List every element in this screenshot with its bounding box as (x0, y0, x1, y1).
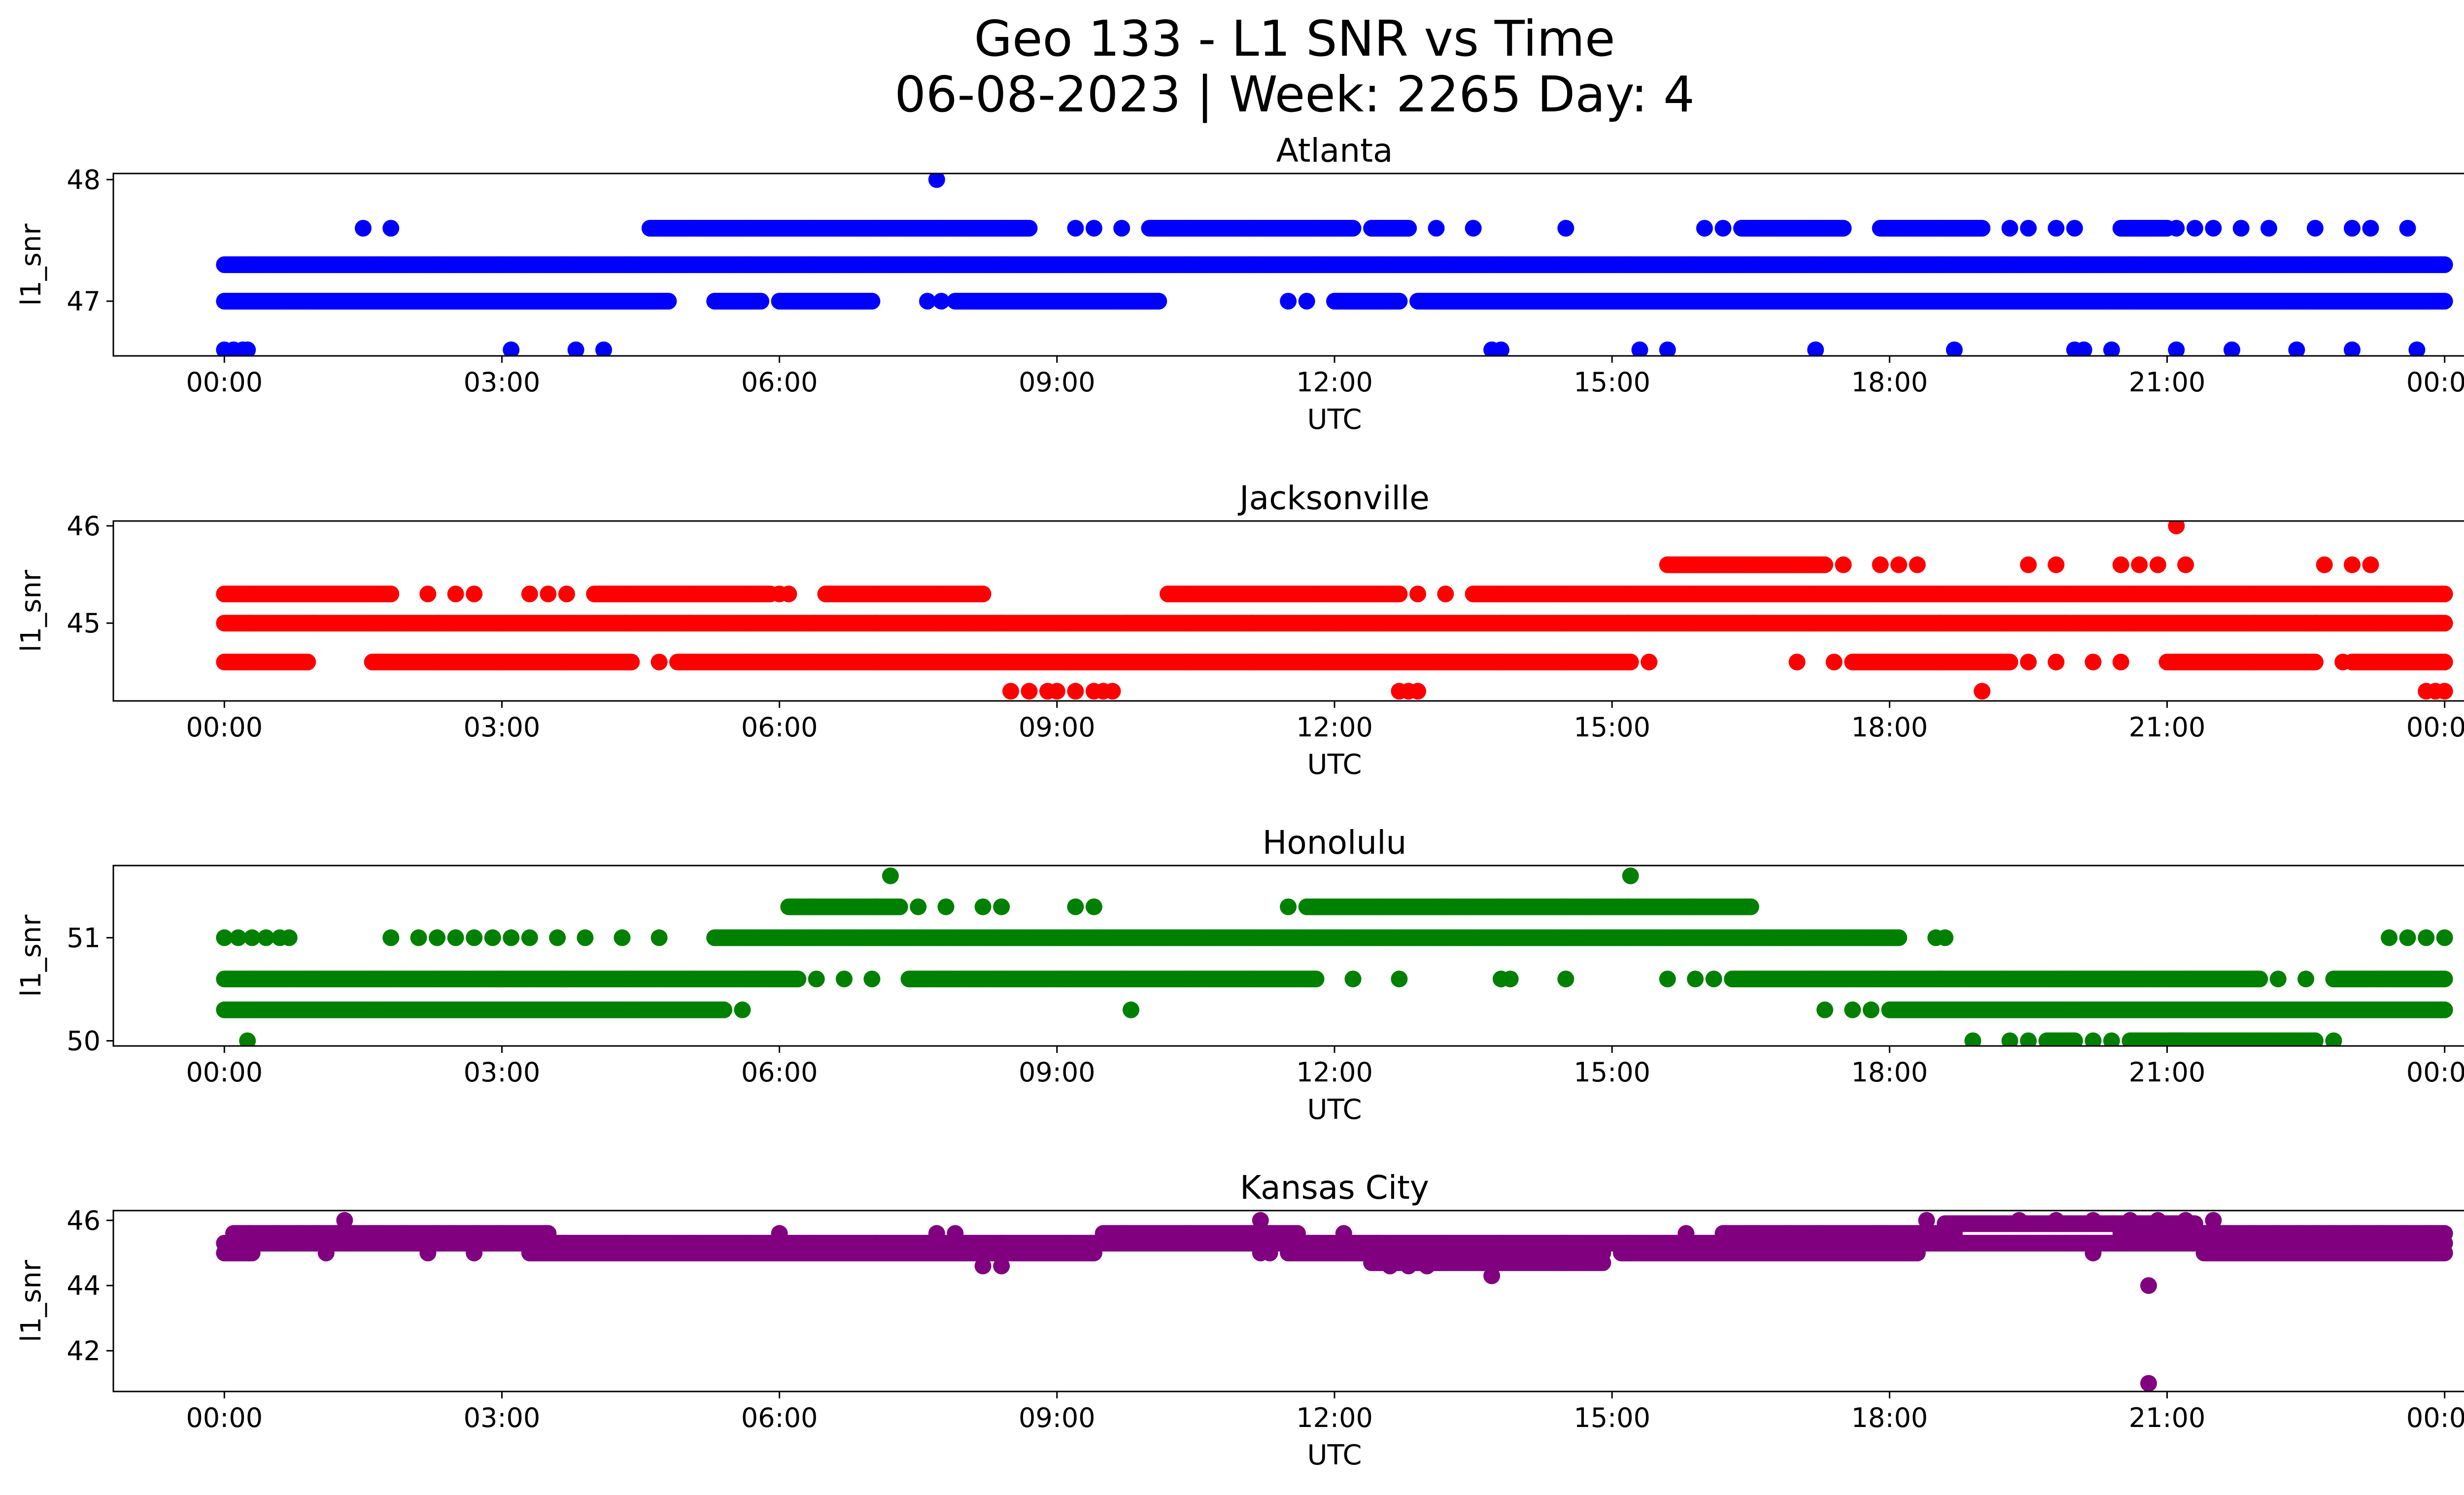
x-tick-label: 21:00 (2129, 367, 2206, 398)
scatter-point (1400, 220, 1417, 237)
scatter-point (1150, 293, 1167, 310)
scatter-point (2288, 341, 2305, 356)
scatter-point (2205, 220, 2222, 237)
scatter-point (2306, 220, 2324, 237)
scatter-point (1835, 220, 1852, 237)
scatter-point (919, 293, 936, 310)
scatter-point (974, 586, 992, 602)
scatter-point (2436, 293, 2453, 310)
scatter-point (1492, 341, 1509, 356)
scatter-point (2066, 220, 2083, 237)
scatter-point (1391, 586, 1408, 602)
scatter-point (1659, 341, 1676, 356)
scatter-point (382, 220, 400, 237)
scatter-point (2075, 341, 2092, 356)
subplot-1: Atlanta 00:00 03:00 06:00 09:00 12:00 15:00 18:… (15, 132, 2464, 436)
scatter-point (1067, 220, 1084, 237)
scatter-point (299, 654, 316, 671)
scatter-point (2168, 220, 2185, 237)
x-tick-label: 12:00 (1296, 367, 1373, 398)
scatter-point (1021, 220, 1038, 237)
scatter-point (753, 293, 770, 310)
y-tick-label: 48 (67, 164, 101, 195)
scatter-point (2260, 220, 2277, 237)
scatter-point (2344, 220, 2361, 237)
scatter-point (1631, 341, 1648, 356)
scatter-point (382, 586, 400, 602)
subplot-title: Atlanta (1276, 132, 1393, 170)
x-tick-label: 15:00 (1574, 367, 1650, 398)
scatter-point (2103, 341, 2120, 356)
scatter-point (660, 293, 677, 310)
scatter-point (354, 220, 372, 237)
scatter-markers (216, 174, 2453, 356)
scatter-point (1696, 220, 1713, 237)
subplot-title: Jacksonville (1237, 479, 1430, 517)
scatter-point (1807, 341, 1824, 356)
scatter-point (2436, 586, 2453, 602)
scatter-point (2168, 341, 2185, 356)
x-tick-label: 09:00 (1019, 367, 1095, 398)
scatter-point (2362, 220, 2379, 237)
scatter-point (239, 341, 256, 356)
scatter-point (1557, 220, 1574, 237)
figure-title-line-1: Geo 133 - L1 SNR vs Time (974, 10, 1615, 68)
scatter-point (2186, 220, 2203, 237)
scatter-markers (216, 521, 2453, 700)
scatter-point (1085, 220, 1102, 237)
scatter-point (1946, 341, 1963, 356)
x-tick-label: 03:00 (464, 367, 541, 398)
scatter-point (1344, 220, 1362, 237)
scatter-point (503, 341, 520, 356)
scatter-point (2344, 341, 2361, 356)
x-tick-label: 00:00 (186, 367, 263, 398)
scatter-point (2436, 615, 2453, 632)
scatter-point (1391, 293, 1408, 310)
x-axis-label: UTC (1307, 404, 1362, 436)
scatter-point (2436, 256, 2453, 273)
scatter-point (1298, 293, 1315, 310)
x-tick-label: 06:00 (741, 367, 818, 398)
scatter-point (595, 341, 612, 356)
scatter-point (2001, 220, 2019, 237)
scatter-point (2048, 220, 2065, 237)
scatter-point (2399, 220, 2416, 237)
scatter-point (2232, 220, 2250, 237)
scatter-point (2408, 341, 2426, 356)
scatter-point (1714, 220, 1732, 237)
scatter-point (1113, 220, 1130, 237)
figure-title-line-2: 06-08-2023 | Week: 2265 Day: 4 (894, 66, 1694, 123)
x-tick-label: 18:00 (1851, 367, 1928, 398)
scatter-point (1428, 220, 1445, 237)
scatter-point (1280, 293, 1297, 310)
y-axis-label: l1_snr (15, 223, 47, 306)
scatter-point (1465, 220, 1482, 237)
scatter-point (933, 293, 950, 310)
subplot-panels: Atlanta 00:00 03:00 06:00 09:00 12:00 15:00 18:… (15, 132, 2464, 1471)
scatter-point (567, 341, 584, 356)
y-tick-label: 47 (67, 286, 101, 317)
scatter-point (2224, 341, 2240, 356)
scatter-point (2020, 220, 2037, 237)
scatter-point (1974, 220, 1991, 237)
scatter-point (928, 174, 945, 188)
x-tick-label: 00:00 (2406, 367, 2464, 398)
scatter-point (863, 293, 881, 310)
